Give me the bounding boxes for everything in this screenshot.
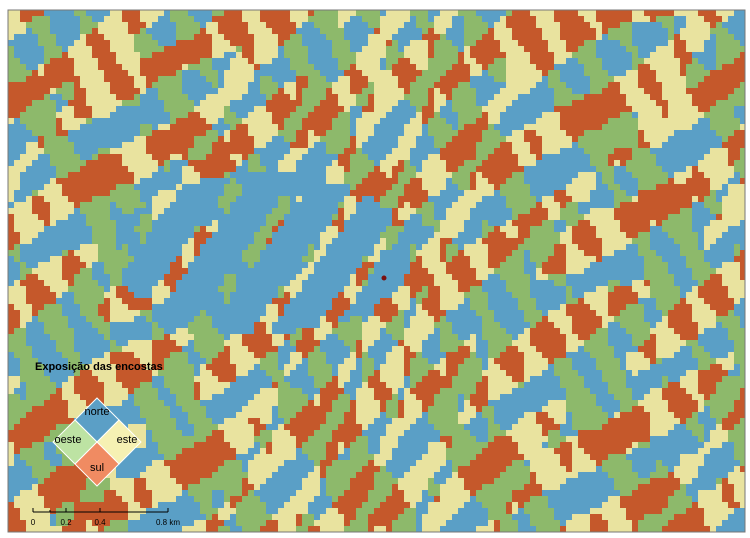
scale-label: 0.2 [60, 518, 72, 527]
scale-label: 0 [31, 518, 36, 527]
aspect-class-area [8, 10, 745, 532]
scale-label: 0.8 km [156, 518, 180, 527]
legend-west-label: oeste [55, 434, 82, 446]
legend-north-label: norte [84, 406, 109, 418]
legend-title: Exposição das encostas [35, 361, 163, 373]
location-point [381, 275, 387, 281]
aspect-class-area [8, 10, 745, 532]
legend-south-label: sul [90, 462, 104, 474]
legend: Exposição das encostas norte oeste este … [35, 361, 163, 487]
aspect-class-area [8, 10, 745, 532]
scale-bar [32, 508, 169, 513]
scale-label: 0.4 [94, 518, 106, 527]
map-frame [7, 9, 746, 533]
legend-south [74, 441, 120, 487]
legend-east-label: este [117, 434, 138, 446]
